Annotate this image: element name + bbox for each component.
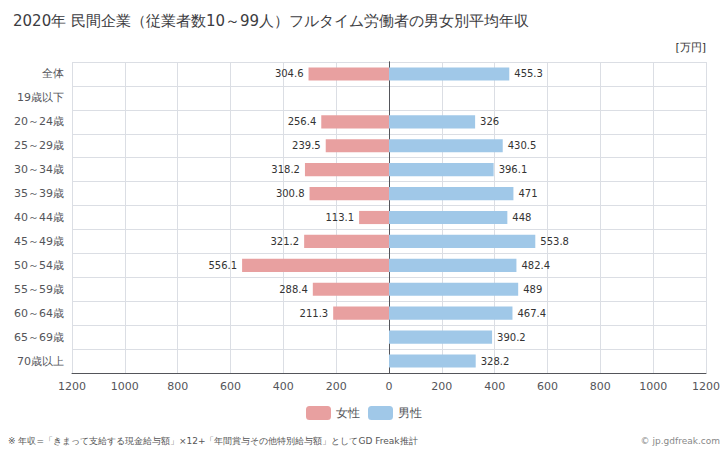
svg-text:0: 0: [386, 380, 393, 393]
svg-text:304.6: 304.6: [275, 68, 304, 79]
svg-text:800: 800: [167, 380, 188, 393]
svg-text:60～64歳: 60～64歳: [14, 307, 64, 320]
svg-text:※ 年収=「きまって支給する現金給与額」×12+「年間賞与そ: ※ 年収=「きまって支給する現金給与額」×12+「年間賞与その他特別給与額」とし…: [8, 436, 418, 446]
svg-text:556.1: 556.1: [208, 260, 237, 271]
svg-text:400: 400: [273, 380, 294, 393]
svg-text:600: 600: [537, 380, 558, 393]
svg-text:321.2: 321.2: [271, 236, 300, 247]
svg-text:553.8: 553.8: [540, 236, 569, 247]
svg-text:男性: 男性: [398, 406, 422, 420]
svg-text:489: 489: [523, 284, 542, 295]
svg-text:318.2: 318.2: [271, 164, 300, 175]
svg-text:448: 448: [512, 212, 531, 223]
svg-text:455.3: 455.3: [514, 68, 543, 79]
svg-text:1200: 1200: [692, 380, 720, 393]
svg-text:65～69歳: 65～69歳: [14, 331, 64, 344]
svg-text:800: 800: [590, 380, 611, 393]
svg-text:396.1: 396.1: [499, 164, 528, 175]
svg-text:471: 471: [518, 188, 537, 199]
svg-text:30～34歳: 30～34歳: [14, 163, 64, 176]
svg-text:[万円]: [万円]: [675, 41, 706, 54]
svg-text:326: 326: [480, 116, 499, 127]
svg-text:467.4: 467.4: [517, 308, 546, 319]
svg-text:239.5: 239.5: [292, 140, 321, 151]
svg-text:55～59歳: 55～59歳: [14, 283, 64, 296]
svg-text:211.3: 211.3: [300, 308, 329, 319]
svg-text:1000: 1000: [639, 380, 667, 393]
svg-text:70歳以上: 70歳以上: [17, 355, 64, 368]
svg-text:1000: 1000: [111, 380, 139, 393]
svg-text:© jp.gdfreak.com: © jp.gdfreak.com: [641, 436, 720, 446]
svg-text:20～24歳: 20～24歳: [14, 115, 64, 128]
svg-text:600: 600: [220, 380, 241, 393]
svg-text:400: 400: [484, 380, 505, 393]
svg-text:113.1: 113.1: [325, 212, 354, 223]
svg-text:40～44歳: 40～44歳: [14, 211, 64, 224]
svg-text:45～49歳: 45～49歳: [14, 235, 64, 248]
svg-text:482.4: 482.4: [521, 260, 550, 271]
svg-text:35～39歳: 35～39歳: [14, 187, 64, 200]
svg-text:390.2: 390.2: [497, 332, 526, 343]
svg-text:300.8: 300.8: [276, 188, 305, 199]
svg-text:1200: 1200: [58, 380, 86, 393]
svg-text:328.2: 328.2: [481, 356, 510, 367]
svg-text:25～29歳: 25～29歳: [14, 139, 64, 152]
svg-text:女性: 女性: [336, 406, 360, 420]
svg-text:全体: 全体: [42, 67, 64, 80]
svg-text:2020年 民間企業（従業者数10～99人）フルタイム労働者: 2020年 民間企業（従業者数10～99人）フルタイム労働者の男女別平均年収: [13, 12, 529, 30]
svg-text:200: 200: [326, 380, 347, 393]
svg-text:19歳以下: 19歳以下: [17, 91, 64, 104]
svg-text:256.4: 256.4: [288, 116, 317, 127]
svg-text:50～54歳: 50～54歳: [14, 259, 64, 272]
svg-text:200: 200: [431, 380, 452, 393]
svg-text:430.5: 430.5: [508, 140, 537, 151]
svg-text:288.4: 288.4: [279, 284, 308, 295]
